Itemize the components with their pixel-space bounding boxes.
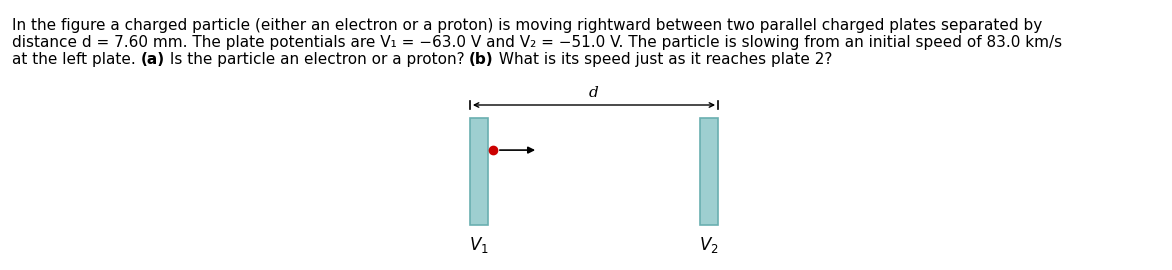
Text: d: d [590,86,599,100]
Text: distance d = 7.60 mm. The plate potentials are V₁ = −63.0 V and V₂ = −51.0 V. Th: distance d = 7.60 mm. The plate potentia… [12,35,1062,50]
Text: (b): (b) [469,52,493,67]
Text: at the left plate.: at the left plate. [12,52,141,67]
Bar [700,118,718,225]
Bar [470,118,488,225]
Text: In the figure a charged particle (either an electron or a proton) is moving righ: In the figure a charged particle (either… [12,18,1042,33]
Text: What is its speed just as it reaches plate 2?: What is its speed just as it reaches pla… [493,52,832,67]
Text: Is the particle an electron or a proton?: Is the particle an electron or a proton? [165,52,469,67]
Text: (a): (a) [141,52,165,67]
Text: $V_2$: $V_2$ [700,235,718,255]
Text: $V_1$: $V_1$ [469,235,489,255]
